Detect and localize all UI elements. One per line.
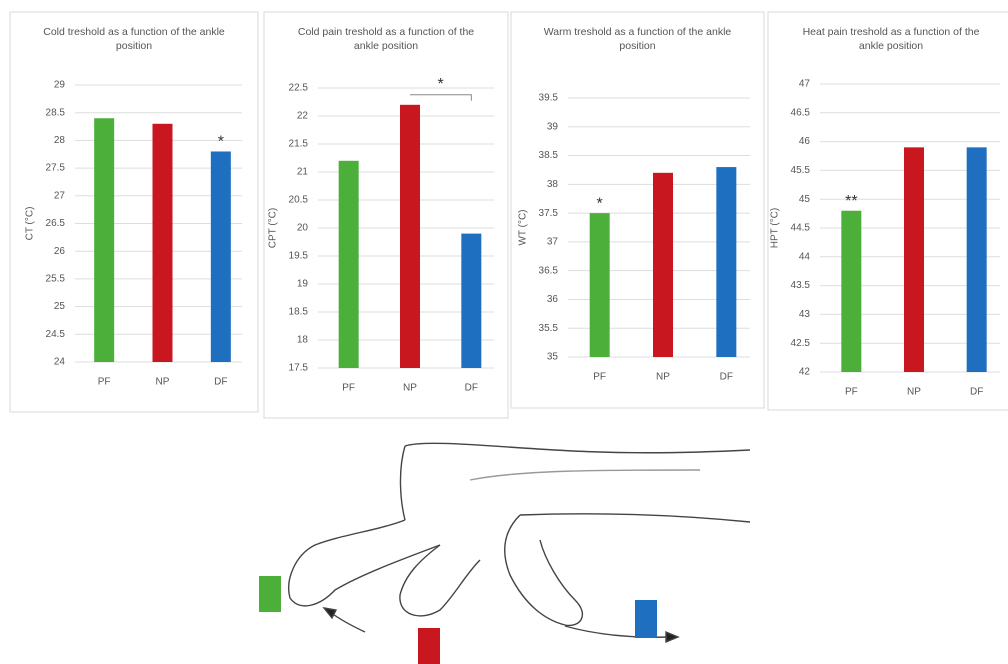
- y-tick-label: 35: [547, 352, 559, 363]
- arrow-head: [665, 630, 680, 644]
- y-tick-label: 26.5: [46, 218, 66, 229]
- bar: [461, 233, 482, 368]
- x-tick-label: PF: [98, 377, 111, 388]
- foot-pf: [288, 519, 441, 607]
- chart-title: Cold pain treshold as a function of the …: [297, 26, 475, 52]
- y-tick-label: 28.5: [46, 107, 66, 118]
- y-tick-label: 17.5: [289, 363, 309, 374]
- y-tick-label: 21: [297, 167, 309, 178]
- y-tick-label: 44.5: [791, 223, 811, 234]
- y-tick-label: 45: [799, 194, 811, 205]
- pf-marker: [259, 576, 281, 612]
- leg-outline: [399, 445, 406, 521]
- arrow-head: [322, 607, 338, 620]
- arrow: [564, 625, 671, 638]
- bar: [716, 167, 737, 357]
- leg-outline: [519, 513, 751, 523]
- y-tick-label: 36.5: [539, 265, 559, 276]
- x-tick-label: DF: [214, 377, 227, 388]
- significance-bracket: [410, 94, 472, 101]
- y-tick-label: 46: [799, 136, 811, 147]
- bar: [904, 147, 924, 372]
- significance-mark: *: [597, 195, 603, 212]
- y-tick-label: 24: [54, 357, 66, 368]
- y-tick-label: 35.5: [539, 323, 559, 334]
- bar: [589, 213, 610, 357]
- significance-mark: *: [218, 134, 224, 151]
- bar: [400, 104, 420, 369]
- bar: [841, 210, 862, 372]
- df-marker: [635, 600, 657, 638]
- chart-title: Heat pain treshold as a function of the …: [802, 26, 980, 52]
- y-tick-label: 24.5: [46, 329, 66, 340]
- y-tick-label: 29: [54, 80, 66, 91]
- bar: [653, 172, 673, 357]
- y-tick-label: 38: [547, 179, 559, 190]
- y-tick-label: 22: [297, 111, 309, 122]
- y-tick-label: 25.5: [46, 274, 66, 285]
- y-tick-label: 18.5: [289, 307, 309, 318]
- y-tick-label: 47: [799, 79, 811, 90]
- foot-df: [504, 514, 584, 627]
- x-tick-label: NP: [907, 387, 921, 398]
- y-tick-label: 38.5: [539, 150, 559, 161]
- y-tick-label: 25: [54, 301, 66, 312]
- x-tick-label: NP: [156, 377, 170, 388]
- y-axis-label: HPT (°C): [770, 208, 781, 248]
- y-tick-label: 22.5: [289, 83, 309, 94]
- x-tick-label: DF: [720, 372, 733, 383]
- y-tick-label: 36: [547, 294, 559, 305]
- x-tick-label: PF: [593, 372, 606, 383]
- x-tick-label: PF: [342, 383, 355, 394]
- y-axis-label: CT (°C): [25, 207, 36, 241]
- y-tick-label: 20: [297, 223, 309, 234]
- y-tick-label: 21.5: [289, 139, 309, 150]
- y-axis-label: WT (°C): [518, 209, 529, 245]
- y-tick-label: 37.5: [539, 208, 559, 219]
- y-tick-label: 27: [54, 190, 66, 201]
- y-tick-label: 37: [547, 237, 559, 248]
- np-marker: [418, 628, 440, 664]
- x-tick-label: NP: [403, 383, 417, 394]
- bar: [966, 147, 987, 372]
- y-tick-label: 28: [54, 135, 66, 146]
- y-tick-label: 43: [799, 309, 811, 320]
- x-tick-label: PF: [845, 387, 858, 398]
- x-tick-label: DF: [970, 387, 983, 398]
- leg-outline: [469, 469, 701, 481]
- bar: [94, 118, 115, 363]
- bar: [338, 160, 359, 368]
- y-tick-label: 18: [297, 335, 309, 346]
- y-tick-label: 39: [547, 121, 559, 132]
- y-tick-label: 27.5: [46, 163, 66, 174]
- y-tick-label: 43.5: [791, 280, 811, 291]
- y-axis-label: CPT (°C): [268, 208, 279, 248]
- y-tick-label: 19.5: [289, 251, 309, 262]
- bar: [210, 151, 231, 362]
- bar: [152, 123, 173, 362]
- chart-title: Warm treshold as a function of the ankle…: [543, 26, 732, 52]
- chart-title: Cold treshold as a function of the ankle…: [43, 26, 225, 52]
- y-tick-label: 20.5: [289, 195, 309, 206]
- y-tick-label: 19: [297, 279, 309, 290]
- significance-mark: **: [845, 193, 857, 210]
- x-tick-label: DF: [465, 383, 478, 394]
- x-tick-label: NP: [656, 372, 670, 383]
- significance-mark: *: [438, 76, 444, 93]
- y-tick-label: 39.5: [539, 93, 559, 104]
- leg-outline: [404, 442, 751, 454]
- y-tick-label: 46.5: [791, 107, 811, 118]
- arrow: [329, 611, 366, 633]
- y-tick-label: 45.5: [791, 165, 811, 176]
- foot-illustration: [288, 442, 751, 644]
- chart-panels: 24 24.5 25 25.5 26 26.5 27 27.5 28 28.5 29 CT (°C) P…: [9, 11, 1008, 419]
- y-tick-label: 44: [799, 251, 811, 262]
- y-tick-label: 42: [799, 367, 811, 378]
- y-tick-label: 26: [54, 246, 66, 257]
- foot-np: [399, 544, 481, 617]
- y-tick-label: 42.5: [791, 338, 811, 349]
